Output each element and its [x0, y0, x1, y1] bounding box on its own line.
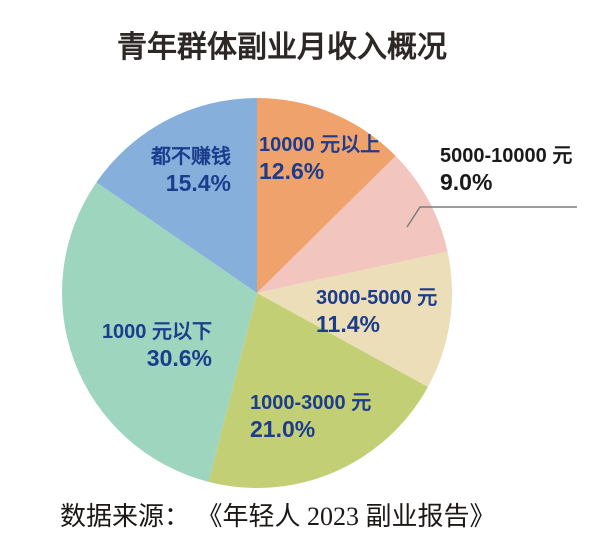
pie-slice-3 [208, 293, 428, 488]
slice-category-text: 都不赚钱 [151, 146, 231, 168]
pie-slice-5 [96, 97, 257, 293]
slice-label-3000-5000: 3000-5000 元 11.4% [316, 286, 437, 338]
slice-category-text: 5000-10000 元 [440, 145, 573, 167]
pie-slice-4 [62, 182, 257, 482]
pie-slice-0 [257, 98, 396, 293]
slice-percent-text: 11.4% [316, 311, 380, 337]
slice-category-text: 3000-5000 元 [316, 287, 438, 309]
callout-leader-line [406, 206, 577, 228]
chart-title: 青年群体副业月收入概况 [117, 31, 447, 64]
slice-label-10000-plus: 10000 元以上 12.6% [259, 133, 380, 185]
pie-slice-1 [257, 155, 448, 293]
pie-slice-2 [257, 251, 453, 387]
slice-category-text: 1000 元以下 [101, 321, 212, 343]
slice-percent-text: 21.0% [250, 416, 316, 442]
slice-percent-text: 30.6% [146, 345, 212, 371]
slice-percent-text: 12.6% [259, 158, 325, 184]
data-source-note: 数据来源： 《年轻人 2023 副业报告》 [60, 502, 496, 531]
slice-category-text: 10000 元以上 [259, 134, 381, 156]
slice-category-text: 1000-3000 元 [250, 392, 372, 414]
slice-label-under-1000: 1000 元以下 30.6% [102, 320, 212, 372]
slice-label-no-earnings: 都不赚钱 15.4% [151, 145, 231, 197]
slice-label-5000-10000: 5000-10000 元 9.0% [440, 144, 572, 196]
pie-slices [62, 97, 453, 488]
slice-percent-text: 9.0% [440, 169, 493, 195]
slice-percent-text: 15.4% [165, 170, 231, 196]
slice-label-1000-3000: 1000-3000 元 21.0% [250, 391, 371, 443]
